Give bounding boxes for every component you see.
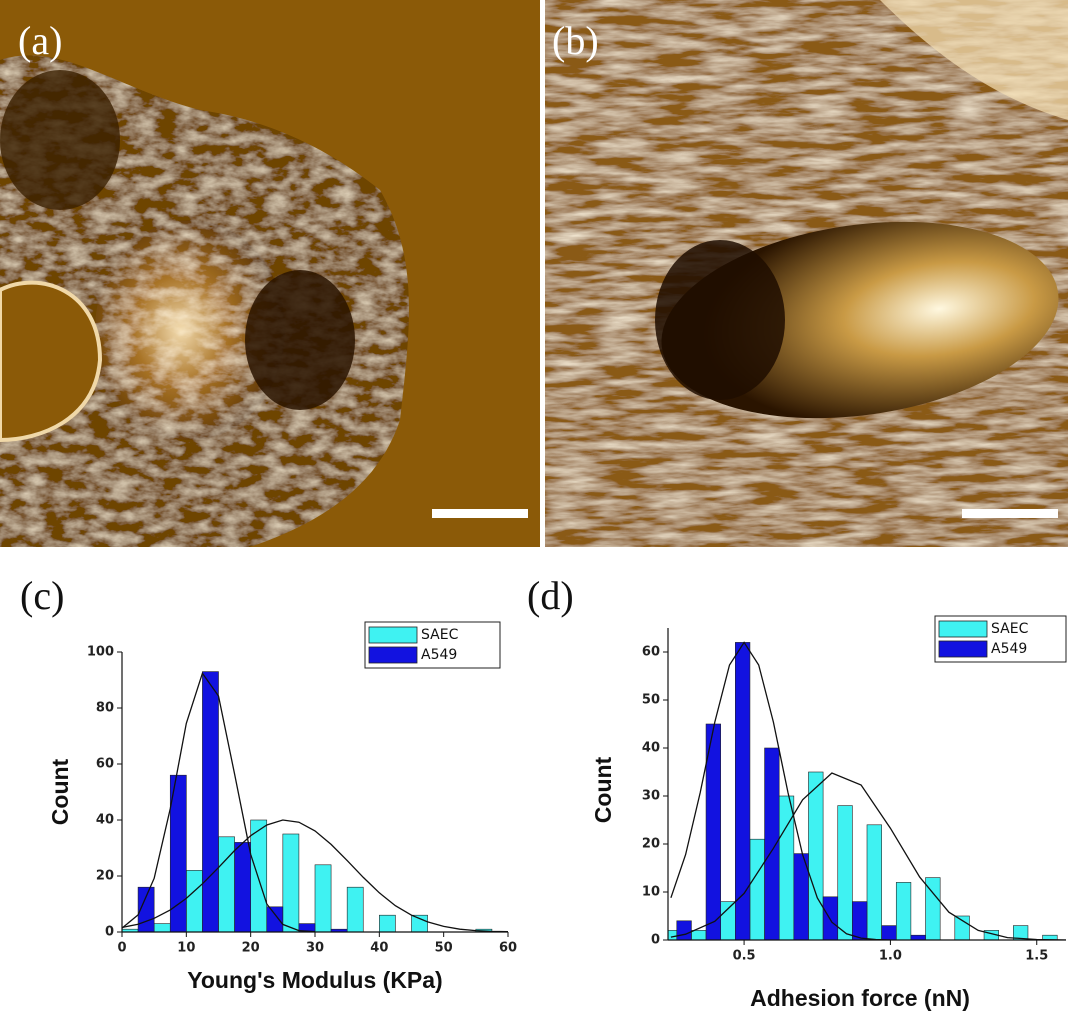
- bar: [955, 916, 970, 940]
- bar: [267, 907, 283, 932]
- bar: [823, 897, 838, 940]
- y-tick-label: 40: [96, 813, 114, 828]
- x-axis-title: Young's Modulus (KPa): [187, 967, 442, 993]
- legend-swatch: [939, 621, 987, 637]
- bar: [765, 748, 780, 940]
- bar: [852, 902, 867, 940]
- afm-image-b: [545, 0, 1068, 547]
- y-tick-label: 20: [642, 837, 660, 852]
- panel-label: (d): [527, 573, 574, 618]
- bar: [691, 930, 706, 940]
- panel-label: (c): [20, 573, 64, 618]
- y-tick-label: 60: [96, 757, 114, 772]
- bar: [838, 806, 853, 940]
- x-tick-label: 10: [177, 941, 195, 956]
- bar: [911, 935, 926, 940]
- bar: [867, 825, 882, 940]
- x-tick-label: 1.0: [879, 949, 902, 964]
- legend-swatch: [369, 647, 417, 663]
- x-tick-label: 0.5: [733, 949, 756, 964]
- x-tick-label: 40: [370, 941, 388, 956]
- x-tick-label: 50: [435, 941, 453, 956]
- legend-swatch: [369, 627, 417, 643]
- bar: [283, 834, 299, 932]
- x-tick-label: 1.5: [1025, 949, 1048, 964]
- x-tick-label: 0: [117, 941, 126, 956]
- bar: [379, 915, 395, 932]
- bar: [219, 837, 235, 932]
- panel-label: (b): [552, 18, 599, 63]
- legend-label: SAEC: [421, 627, 459, 643]
- bar: [412, 915, 428, 932]
- legend-swatch: [939, 641, 987, 657]
- x-tick-label: 60: [499, 941, 517, 956]
- bar: [251, 820, 267, 932]
- plot-area: [122, 672, 508, 932]
- bar: [315, 865, 331, 932]
- bar: [347, 887, 363, 932]
- y-tick-label: 40: [642, 741, 660, 756]
- bar: [662, 930, 677, 940]
- bar: [235, 842, 251, 932]
- x-tick-label: 30: [306, 941, 324, 956]
- bar: [202, 672, 218, 932]
- legend-label: A549: [421, 647, 457, 663]
- bar: [677, 921, 692, 940]
- plot-area: [662, 642, 1068, 940]
- page: {"panels": [{"label": "(a)"}, {"label": …: [0, 0, 1068, 1011]
- y-tick-label: 100: [87, 645, 114, 660]
- legend-label: SAEC: [991, 621, 1029, 637]
- y-tick-label: 50: [642, 693, 660, 708]
- y-tick-label: 60: [642, 645, 660, 660]
- x-axis-title: Adhesion force (nN): [750, 985, 970, 1011]
- bar: [808, 772, 823, 940]
- y-tick-label: 80: [96, 701, 114, 716]
- y-tick-label: 30: [642, 789, 660, 804]
- y-tick-label: 20: [96, 869, 114, 884]
- panel-label: (a): [18, 18, 62, 63]
- y-axis-title: Count: [590, 756, 616, 823]
- bar: [750, 839, 765, 940]
- figure: (a) (b) (c) Count Young's Modulus (KPa) 0 20…: [0, 0, 1068, 1011]
- y-axis-title: Count: [47, 758, 73, 825]
- bar: [154, 924, 170, 932]
- bar: [186, 870, 202, 932]
- legend-label: A549: [991, 641, 1027, 657]
- bar: [721, 902, 736, 940]
- x-tick-label: 20: [242, 941, 260, 956]
- y-tick-label: 0: [105, 925, 114, 940]
- bar: [896, 882, 911, 940]
- y-tick-label: 10: [642, 885, 660, 900]
- y-tick-label: 0: [651, 933, 660, 948]
- bar: [882, 926, 897, 940]
- afm-image-a: [0, 0, 540, 547]
